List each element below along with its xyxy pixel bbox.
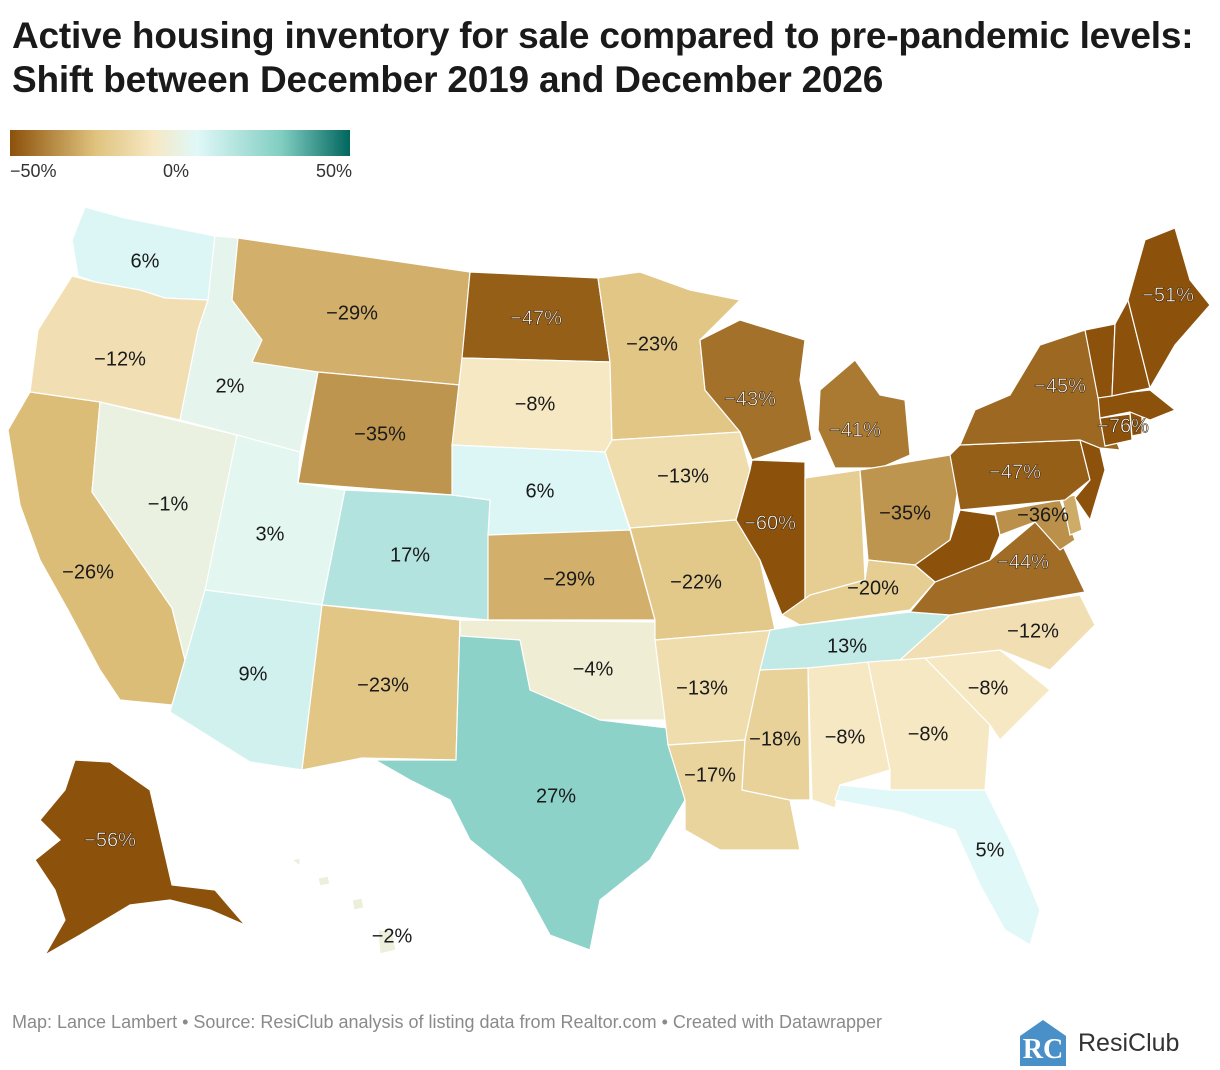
state-label-ky: −20% bbox=[847, 577, 899, 599]
legend-tick-max: 50% bbox=[316, 161, 353, 181]
state-label-mi: −41% bbox=[829, 419, 881, 441]
state-label-oh: −35% bbox=[879, 502, 931, 524]
state-wi[interactable] bbox=[699, 319, 813, 461]
state-label-nm: −23% bbox=[357, 674, 409, 696]
legend-tick-zero: 0% bbox=[163, 161, 190, 181]
legend-gradient-bar bbox=[10, 130, 350, 156]
state-label-co: 17% bbox=[390, 544, 430, 566]
state-label-md: −36% bbox=[1017, 504, 1069, 526]
state-label-ca: −26% bbox=[62, 561, 114, 583]
state-label-or: −12% bbox=[94, 348, 146, 370]
state-label-mo: −22% bbox=[670, 571, 722, 593]
source-footer: Map: Lance Lambert • Source: ResiClub an… bbox=[12, 1012, 883, 1032]
state-label-ut: 3% bbox=[256, 523, 285, 545]
state-label-mt: −29% bbox=[326, 302, 378, 324]
state-label-pa: −47% bbox=[989, 461, 1041, 483]
state-label-ms: −18% bbox=[749, 728, 801, 750]
state-label-wa: 6% bbox=[131, 250, 160, 272]
state-label-ga: −8% bbox=[908, 723, 949, 745]
state-mi[interactable] bbox=[817, 359, 911, 469]
state-label-ny: −45% bbox=[1034, 375, 1086, 397]
state-label-tx: 27% bbox=[536, 785, 576, 807]
state-label-nd: −47% bbox=[510, 307, 562, 329]
state-label-il: −60% bbox=[744, 512, 796, 534]
resiclub-logo-text: ResiClub bbox=[1078, 1028, 1180, 1057]
state-ct[interactable] bbox=[1099, 413, 1133, 447]
state-nm[interactable] bbox=[301, 604, 461, 771]
state-label-az: 9% bbox=[239, 663, 268, 685]
state-label-hi: −2% bbox=[372, 925, 413, 947]
logo-mark-letters: RC bbox=[1023, 1034, 1063, 1065]
state-nc[interactable] bbox=[898, 594, 1096, 671]
state-me[interactable] bbox=[1127, 227, 1211, 390]
state-label-ar: −13% bbox=[676, 677, 728, 699]
state-label-va: −44% bbox=[997, 551, 1049, 573]
color-legend: −50% 0% 50% bbox=[10, 130, 353, 185]
us-choropleth-map: 6% −12% −26% −1% 2% −29% −35% 3% 17% 9% … bbox=[7, 206, 1211, 957]
legend-ticks: −50% 0% 50% bbox=[10, 161, 353, 185]
state-label-wi: −43% bbox=[724, 388, 776, 410]
chart-title: Active housing inventory for sale compar… bbox=[12, 15, 1194, 100]
state-label-nc: −12% bbox=[1007, 620, 1059, 642]
state-label-wy: −35% bbox=[354, 423, 406, 445]
state-label-nv: −1% bbox=[148, 493, 189, 515]
state-label-mn: −23% bbox=[626, 333, 678, 355]
state-label-ne: 6% bbox=[526, 480, 555, 502]
resiclub-logo: RC ResiClub bbox=[1016, 1018, 1179, 1068]
state-label-fl: 5% bbox=[976, 839, 1005, 861]
state-hi[interactable] bbox=[290, 857, 397, 955]
state-label-sd: −8% bbox=[515, 393, 556, 415]
state-label-ia: −13% bbox=[657, 465, 709, 487]
legend-tick-min: −50% bbox=[10, 161, 57, 181]
resiclub-logo-mark: RC bbox=[1020, 1020, 1066, 1066]
state-tx[interactable] bbox=[372, 619, 686, 951]
state-label-me: −51% bbox=[1142, 284, 1194, 306]
state-label-ok: −4% bbox=[573, 658, 614, 680]
state-label-id: 2% bbox=[216, 375, 245, 397]
state-label-ak: −56% bbox=[84, 829, 136, 851]
state-label-tn: 13% bbox=[827, 635, 867, 657]
state-label-ma: −76% bbox=[1097, 415, 1149, 437]
state-ak[interactable] bbox=[34, 759, 246, 957]
state-ma[interactable] bbox=[1097, 389, 1177, 421]
state-label-la: −17% bbox=[684, 764, 736, 786]
state-label-al: −8% bbox=[825, 726, 866, 748]
state-label-ks: −29% bbox=[543, 568, 595, 590]
state-fl[interactable] bbox=[834, 784, 1041, 946]
state-label-sc: −8% bbox=[968, 677, 1009, 699]
